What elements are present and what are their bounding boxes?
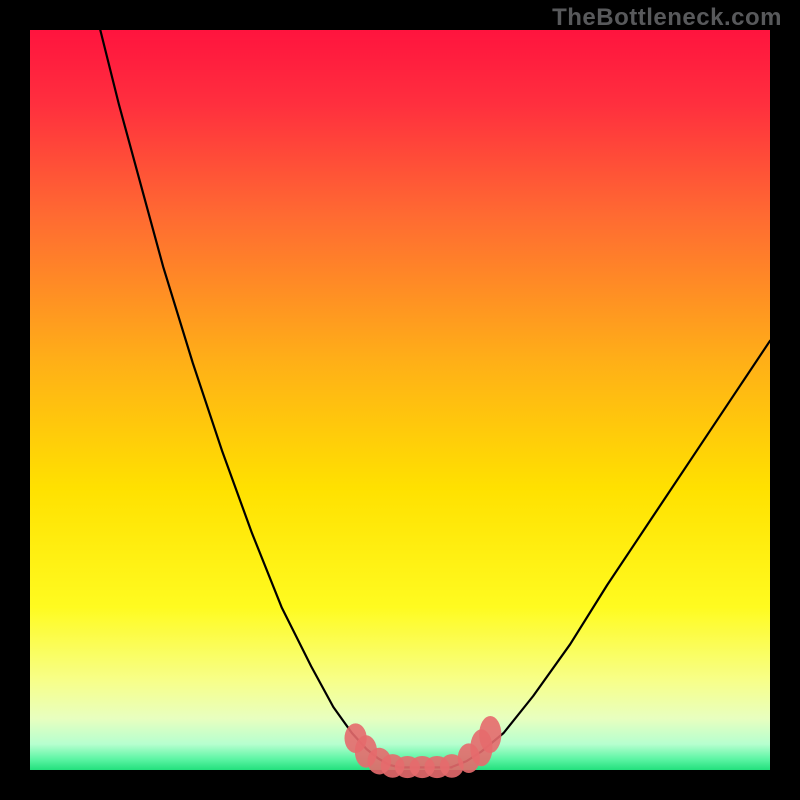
valley-dot xyxy=(479,716,501,753)
curve-layer xyxy=(0,0,800,800)
watermark-text: TheBottleneck.com xyxy=(552,4,782,32)
valley-dots xyxy=(345,716,502,778)
v-curve xyxy=(100,30,770,767)
